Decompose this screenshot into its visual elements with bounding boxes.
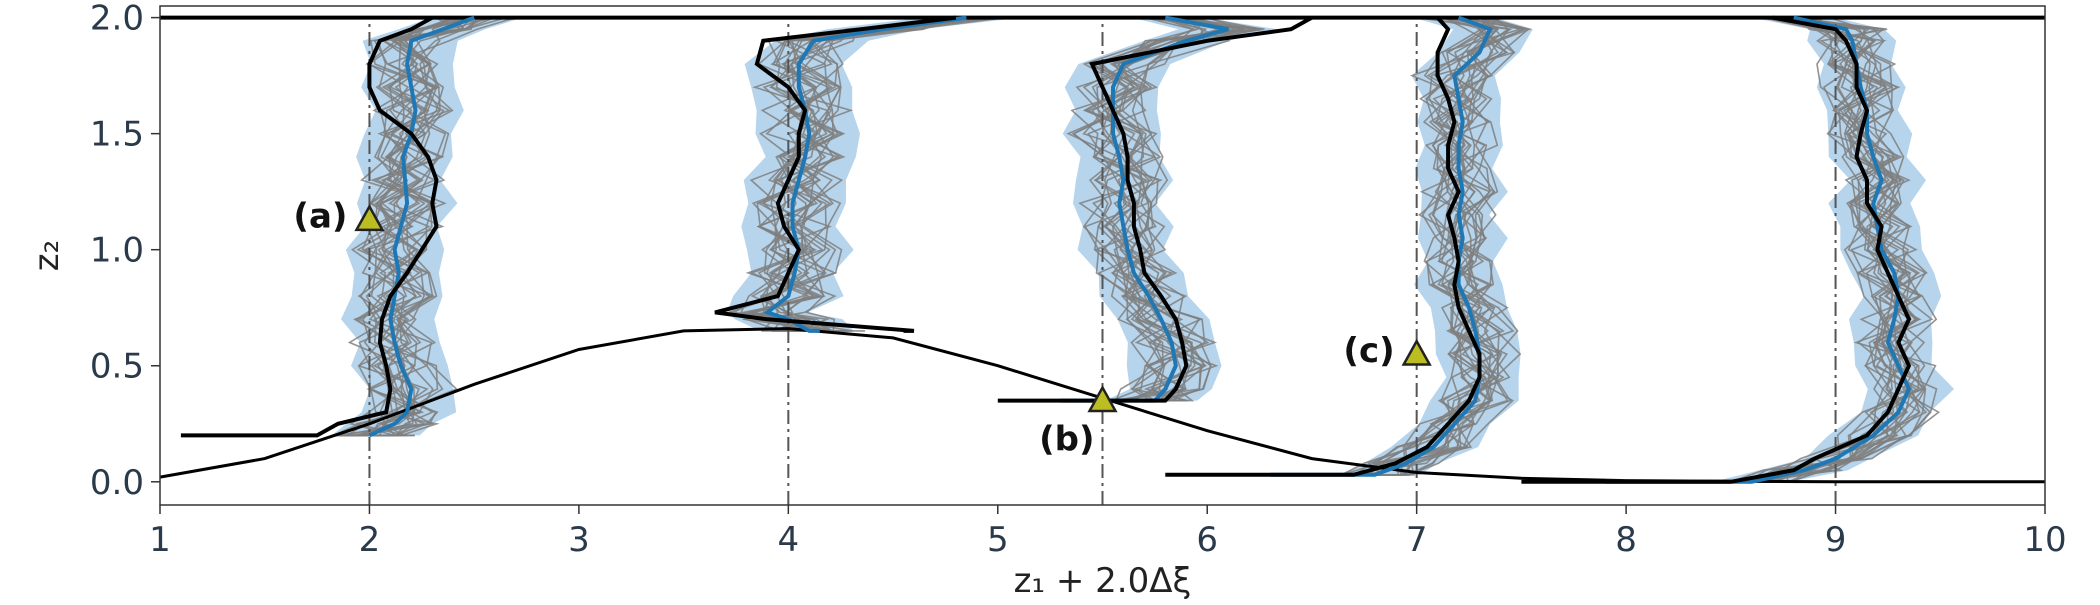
marker-label-1: (b)	[1039, 420, 1094, 460]
ensemble-member-2-18	[1054, 16, 1265, 402]
x-axis-ticks: 1 2 3 4 5 6 7 8 9 10	[149, 505, 2067, 560]
ensemble-member-3-17	[1259, 16, 1499, 476]
truth-line-3	[1165, 16, 1482, 477]
y-axis-label: z₂	[27, 240, 67, 271]
truth-line-4	[1521, 15, 1912, 484]
ensemble-member-2-13	[1051, 16, 1236, 402]
marker-triangle-2	[1401, 338, 1432, 366]
y-axis-ticks: 0.0 0.5 1.0 1.5 2.0	[90, 0, 160, 503]
marker-label-0: (a)	[293, 197, 347, 237]
markers: (a) (b) (c)	[293, 197, 1432, 460]
y-tick-label-3: 1.5	[90, 115, 144, 155]
y-tick-label-0: 0.0	[90, 463, 144, 503]
x-tick-label-4: 5	[987, 520, 1009, 560]
ensemble-member-1-6	[756, 16, 982, 332]
ensemble-member-4-20	[1633, 17, 1921, 483]
truth-lines	[180, 15, 1912, 484]
x-tick-label-3: 4	[778, 520, 800, 560]
x-tick-label-5: 6	[1196, 520, 1218, 560]
ensemble-member-1-11	[756, 16, 946, 332]
truth-line-0	[180, 15, 439, 438]
marker-triangle-0	[354, 203, 385, 232]
ensemble-member-2-20	[1065, 16, 1197, 402]
mean-line-2	[1060, 15, 1229, 403]
x-tick-label-1: 2	[359, 520, 381, 560]
x-tick-label-9: 10	[2023, 520, 2066, 560]
marker-label-2: (c)	[1343, 331, 1394, 371]
ensemble-member-0-0	[339, 17, 466, 437]
ensemble-member-2-21	[1035, 17, 1205, 402]
y-tick-label-1: 0.5	[90, 347, 144, 387]
ensemble-member-1-21	[753, 16, 956, 332]
ensemble-member-4-10	[1624, 16, 1938, 483]
uncertainty-band-4	[1565, 17, 1955, 482]
y-tick-label-4: 2.0	[90, 0, 144, 39]
truth-line-1	[714, 15, 957, 333]
ensemble-member-2-17	[1034, 16, 1231, 402]
ensemble-member-0-13	[346, 16, 465, 437]
ensemble-member-1-20	[739, 16, 999, 332]
ensemble-member-4-17	[1623, 16, 1907, 483]
plot-frame	[159, 5, 2046, 506]
x-tick-label-7: 8	[1615, 520, 1637, 560]
ensemble-member-0-21	[349, 16, 516, 437]
ensemble-member-3-16	[1234, 16, 1511, 476]
truth-line-2	[997, 15, 1313, 403]
mean-line-4	[1605, 15, 1912, 484]
ensemble-member-0-15	[361, 16, 475, 437]
ensemble-member-4-11	[1589, 16, 1928, 483]
x-tick-label-8: 9	[1825, 520, 1847, 560]
y-tick-label-2: 1.0	[90, 231, 144, 271]
x-tick-label-0: 1	[149, 520, 171, 560]
ensemble-member-2-15	[1082, 16, 1261, 402]
x-tick-label-6: 7	[1406, 520, 1428, 560]
ensemble-member-4-16	[1627, 16, 1932, 483]
ensemble-member-3-18	[1235, 16, 1500, 476]
marker-triangle-1	[1087, 384, 1118, 413]
ensemble-member-3-20	[1283, 16, 1533, 476]
x-axis-label: z₁ + 2.0Δξ	[1014, 561, 1192, 600]
mean-line-0	[368, 15, 475, 438]
x-tick-label-2: 3	[568, 520, 590, 560]
mean-line-1	[763, 15, 967, 333]
